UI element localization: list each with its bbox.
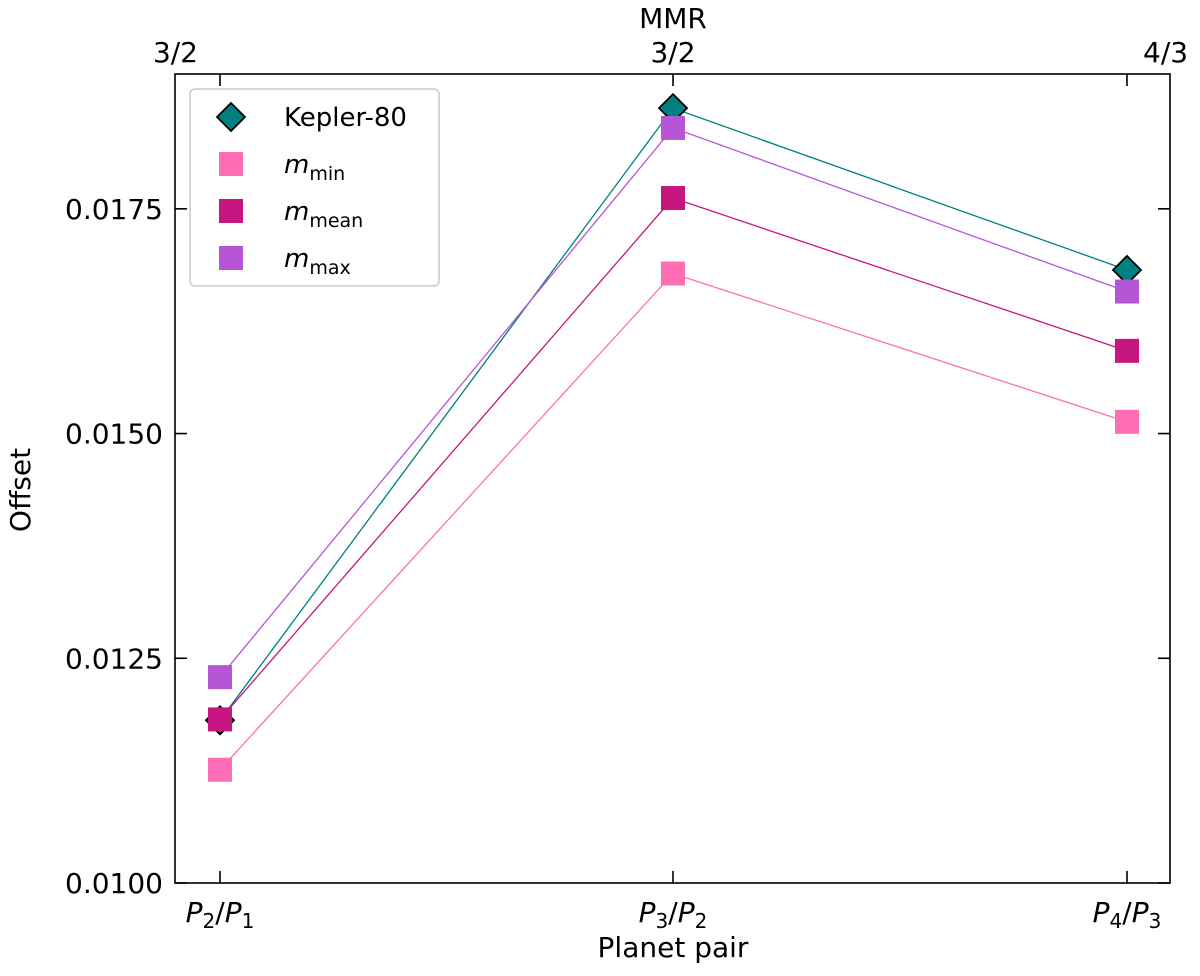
y-tick-label: 0.0150 <box>65 418 163 451</box>
x-axis-label: Planet pair <box>598 931 749 964</box>
data-point-mmean <box>1115 338 1139 363</box>
data-point-mmin <box>208 757 232 782</box>
series-markers <box>204 92 1143 782</box>
x-tick-label: P3/P2 <box>639 896 708 933</box>
legend-marker-kepler <box>215 101 247 133</box>
data-point-mmax <box>661 115 685 140</box>
data-point-mmean <box>208 707 232 732</box>
chart-axes: 0.0100 0.0125 0.0150 0.0175 P2/P1 3/2 P3/P2 3/2… <box>65 36 1188 933</box>
y-tick-label: 0.0125 <box>65 642 163 675</box>
legend-label-mmax: mmax <box>284 244 351 279</box>
legend-marker-mmax <box>219 246 243 270</box>
data-point-mmin <box>1115 409 1139 434</box>
x-tick-label: P2/P1 <box>186 896 255 933</box>
legend-label-mmin: mmin <box>284 150 345 185</box>
top-tick-label: 3/2 <box>153 36 198 69</box>
legend-label-kepler: Kepler-80 <box>284 103 407 133</box>
legend-marker-mmin <box>219 152 243 176</box>
y-tick-label: 0.0100 <box>65 867 163 900</box>
legend-label-mmean: mmean <box>284 197 363 232</box>
y-axis-label: Offset <box>4 448 37 532</box>
x-tick-label: P4/P3 <box>1093 896 1162 933</box>
top-tick-label: 3/2 <box>650 36 695 69</box>
y-tick-label: 0.0175 <box>65 193 163 226</box>
data-point-mmean <box>661 186 685 211</box>
legend: Kepler-80 mmin mmean mmax <box>189 88 440 287</box>
data-point-mmax <box>208 665 232 690</box>
legend-box <box>189 88 440 287</box>
series-line-mmin <box>219 272 1128 771</box>
top-tick-label: 4/3 <box>1143 36 1188 69</box>
top-axis-label: MMR <box>639 2 707 35</box>
data-point-mmin <box>661 261 685 286</box>
legend-marker-mmean <box>219 199 243 223</box>
data-point-mmax <box>1115 279 1139 304</box>
